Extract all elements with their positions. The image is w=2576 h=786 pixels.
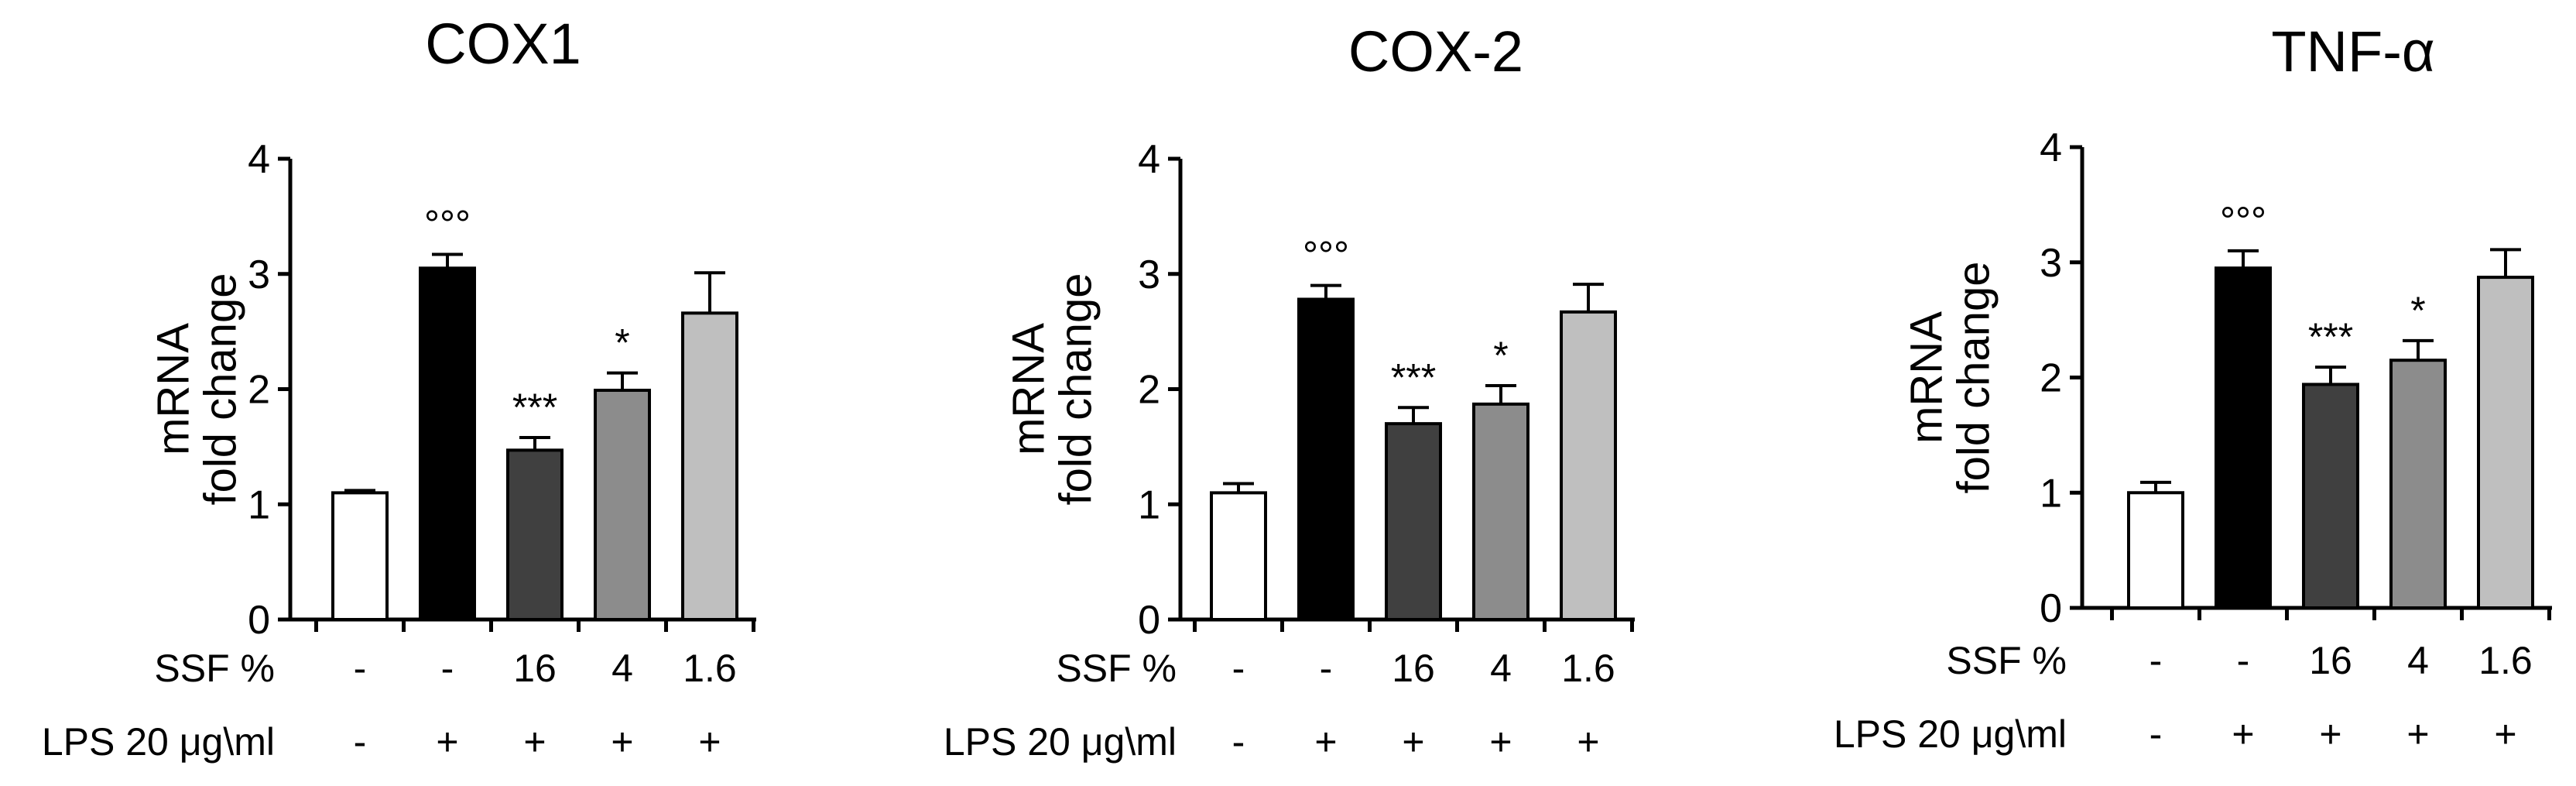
- ssf-row-label: SSF %: [154, 647, 275, 690]
- condition-cell: +: [1489, 720, 1512, 764]
- y-axis-label: mRNAfold change: [1901, 262, 1999, 494]
- condition-cell: 4: [611, 647, 633, 690]
- condition-cell: +: [1314, 720, 1337, 764]
- condition-cell: +: [1577, 720, 1599, 764]
- ssf-row-label: SSF %: [1946, 639, 2067, 682]
- y-tick-label: 3: [2040, 241, 2062, 286]
- condition-cell: -: [1232, 720, 1245, 764]
- bar: [419, 266, 476, 621]
- y-tick-label: 1: [248, 482, 270, 527]
- condition-cell: +: [436, 720, 458, 764]
- y-tick-label: 0: [2040, 586, 2062, 631]
- condition-cell: -: [354, 720, 367, 764]
- condition-cell: 1.6: [683, 647, 737, 690]
- significance-label: °°°: [424, 202, 471, 245]
- condition-cell: 4: [1490, 647, 1512, 690]
- condition-cell: -: [1232, 647, 1245, 690]
- significance-label: *: [1493, 334, 1508, 377]
- bar: [1210, 491, 1267, 621]
- y-tick-label: 0: [248, 598, 270, 643]
- lps-row-label: LPS 20 μg\ml: [944, 720, 1177, 764]
- y-tick-label: 2: [2040, 356, 2062, 401]
- y-tick-label: 1: [1138, 482, 1160, 527]
- y-tick-label: 2: [1138, 368, 1160, 413]
- bar: [506, 448, 564, 622]
- condition-cell: 16: [513, 647, 557, 690]
- bar: [594, 388, 651, 621]
- condition-cell: -: [354, 647, 367, 690]
- chart-title: COX1: [425, 12, 581, 76]
- condition-cell: 1.6: [2478, 639, 2533, 682]
- condition-cell: 4: [2407, 639, 2429, 682]
- bar: [331, 491, 389, 621]
- bar: [1297, 297, 1355, 621]
- condition-cell: -: [2150, 639, 2163, 682]
- y-axis-label: mRNAfold change: [1003, 273, 1101, 506]
- bar: [1472, 402, 1530, 622]
- condition-cell: 16: [2309, 639, 2352, 682]
- significance-label: ***: [2308, 315, 2353, 359]
- bar: [681, 311, 738, 621]
- y-tick-label: 4: [2040, 125, 2062, 170]
- bar: [2389, 359, 2447, 609]
- significance-label: ***: [1391, 355, 1436, 399]
- chart-title: COX-2: [1348, 19, 1523, 84]
- significance-label: ***: [512, 386, 557, 429]
- chart-title: TNF-α: [2271, 19, 2434, 84]
- condition-cell: +: [611, 720, 633, 764]
- condition-cell: -: [2237, 639, 2250, 682]
- ssf-row-label: SSF %: [1056, 647, 1177, 690]
- y-tick-label: 3: [1138, 252, 1160, 297]
- bar: [2302, 383, 2359, 609]
- y-axis-label: mRNAfold change: [148, 273, 245, 506]
- bar: [2127, 491, 2184, 609]
- condition-cell: +: [698, 720, 721, 764]
- condition-cell: +: [523, 720, 546, 764]
- lps-row-label: LPS 20 μg\ml: [42, 720, 275, 764]
- significance-label: °°°: [1303, 234, 1349, 277]
- significance-label: °°°: [2220, 199, 2266, 242]
- y-tick-label: 1: [2040, 471, 2062, 516]
- significance-label: *: [2410, 289, 2425, 332]
- condition-cell: +: [1402, 720, 1424, 764]
- condition-cell: 1.6: [1561, 647, 1615, 690]
- condition-cell: -: [441, 647, 454, 690]
- lps-row-label: LPS 20 μg\ml: [1834, 712, 2067, 756]
- bar: [1385, 422, 1442, 621]
- y-tick-label: 3: [248, 252, 270, 297]
- condition-cell: +: [2494, 712, 2516, 756]
- condition-cell: +: [2319, 712, 2341, 756]
- y-tick-label: 4: [248, 137, 270, 182]
- condition-cell: -: [2150, 712, 2163, 756]
- condition-cell: +: [2232, 712, 2254, 756]
- condition-cell: +: [2406, 712, 2429, 756]
- y-tick-label: 4: [1138, 137, 1160, 182]
- y-tick-label: 0: [1138, 598, 1160, 643]
- significance-label: *: [615, 321, 629, 365]
- bar: [2215, 266, 2272, 609]
- condition-cell: -: [1320, 647, 1333, 690]
- bar: [1560, 310, 1617, 621]
- y-tick-label: 2: [248, 368, 270, 413]
- bar: [2477, 276, 2534, 609]
- condition-cell: 16: [1392, 647, 1435, 690]
